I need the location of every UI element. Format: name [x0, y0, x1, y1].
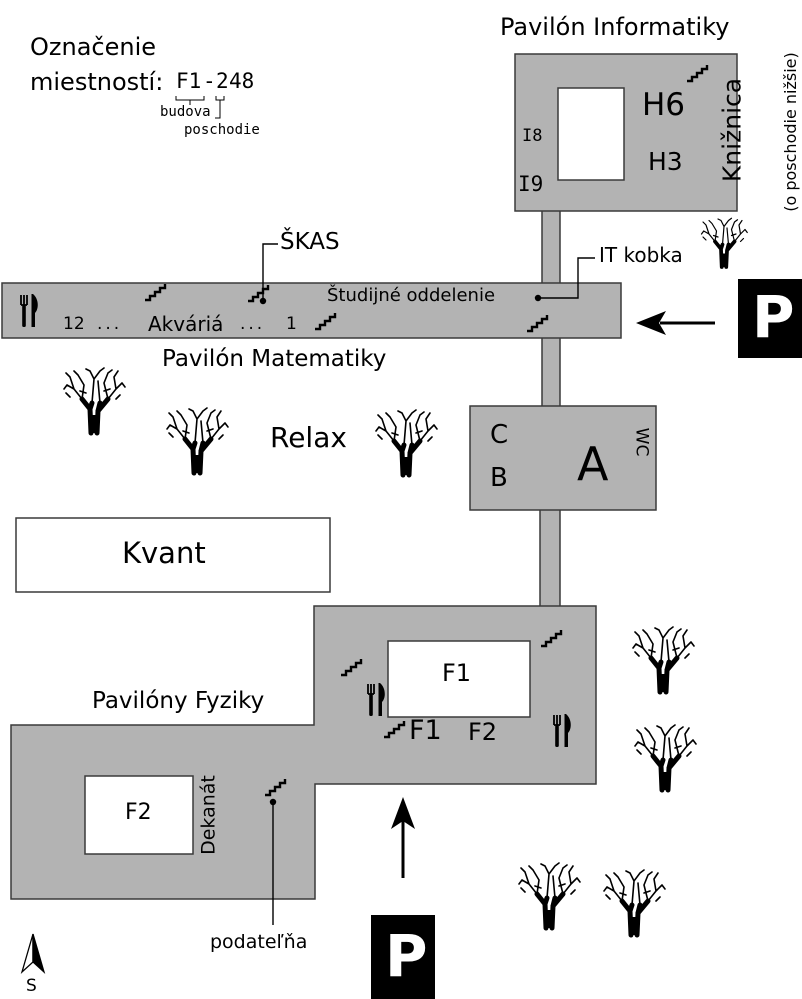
tree-icon	[635, 725, 696, 790]
akvaria-end-number: 1	[286, 314, 297, 334]
akvaria-dots-right: ...	[240, 314, 266, 334]
room-i9: I9	[518, 172, 544, 196]
legend-label-building: budova	[160, 104, 211, 120]
arrow-icon	[391, 797, 415, 878]
parking-icon	[371, 915, 435, 999]
tree-icon	[633, 627, 694, 692]
wc-label: WC	[631, 427, 652, 457]
skas-dot	[259, 297, 267, 305]
building-c: C	[490, 420, 509, 450]
it-kobka-dot	[534, 294, 542, 302]
legend-example-dash: -	[203, 69, 216, 93]
f2-label: F2	[468, 718, 498, 746]
room-h3: H3	[648, 147, 683, 176]
fyzika-building	[10, 605, 597, 900]
matematika-building	[1, 282, 622, 409]
parking-letter-east: P	[752, 283, 795, 351]
podatelna-dot	[269, 798, 277, 806]
fyzika-title: Pavilóny Fyziky	[92, 688, 265, 714]
matematika-title: Pavilón Matematiky	[162, 346, 387, 372]
legend-brackets	[175, 96, 225, 119]
kvant-label: Kvant	[122, 536, 206, 570]
kvant-building	[15, 517, 331, 593]
compass-label: S	[26, 976, 37, 996]
central-building	[469, 405, 657, 611]
f1-label: F1	[409, 715, 442, 746]
f2-box-label: F2	[125, 800, 152, 825]
room-h6: H6	[642, 87, 686, 123]
room-i8: I8	[522, 126, 543, 146]
parking-letter-south: P	[385, 922, 428, 990]
leader-lines	[262, 243, 595, 925]
building-a: A	[577, 437, 609, 491]
study-office-label: Študijné oddelenie	[327, 285, 496, 306]
legend-title-line2: miestností:	[30, 68, 164, 96]
akvaria-dots-left: ...	[97, 314, 123, 334]
relax-label: Relax	[270, 421, 347, 454]
f1-box-label: F1	[442, 659, 472, 687]
north-arrow-icon	[20, 933, 46, 975]
akvaria-start-number: 12	[63, 314, 85, 334]
informatika-title: Pavilón Informatiky	[500, 13, 730, 41]
tree-icon	[64, 368, 125, 433]
skas-label: ŠKAS	[280, 229, 340, 255]
tree-icon	[167, 408, 228, 473]
library-label: Knižnica	[717, 77, 747, 183]
tree-icon	[699, 216, 750, 269]
tree-icon	[604, 870, 665, 935]
tree-icon	[519, 863, 580, 928]
legend-example-room: 48	[229, 69, 255, 93]
building-b: B	[490, 463, 508, 493]
podatelna-label: podateľňa	[210, 931, 308, 953]
library-note: (o poschodie nižšie)	[781, 52, 800, 212]
tree-icon	[376, 410, 437, 475]
legend-example-building: F1	[176, 69, 202, 93]
it-kobka-label: IT kobka	[599, 243, 683, 267]
akvaria-label: Akváriá	[148, 312, 224, 336]
arrow-icon	[636, 311, 715, 335]
legend-example-floor: 2	[216, 69, 229, 93]
legend-label-floor: poschodie	[184, 122, 260, 138]
legend-title-line1: Označenie	[30, 33, 157, 61]
dekanat-label: Dekanát	[197, 775, 220, 855]
parking-icon	[738, 279, 802, 358]
informatika-building	[514, 53, 738, 287]
